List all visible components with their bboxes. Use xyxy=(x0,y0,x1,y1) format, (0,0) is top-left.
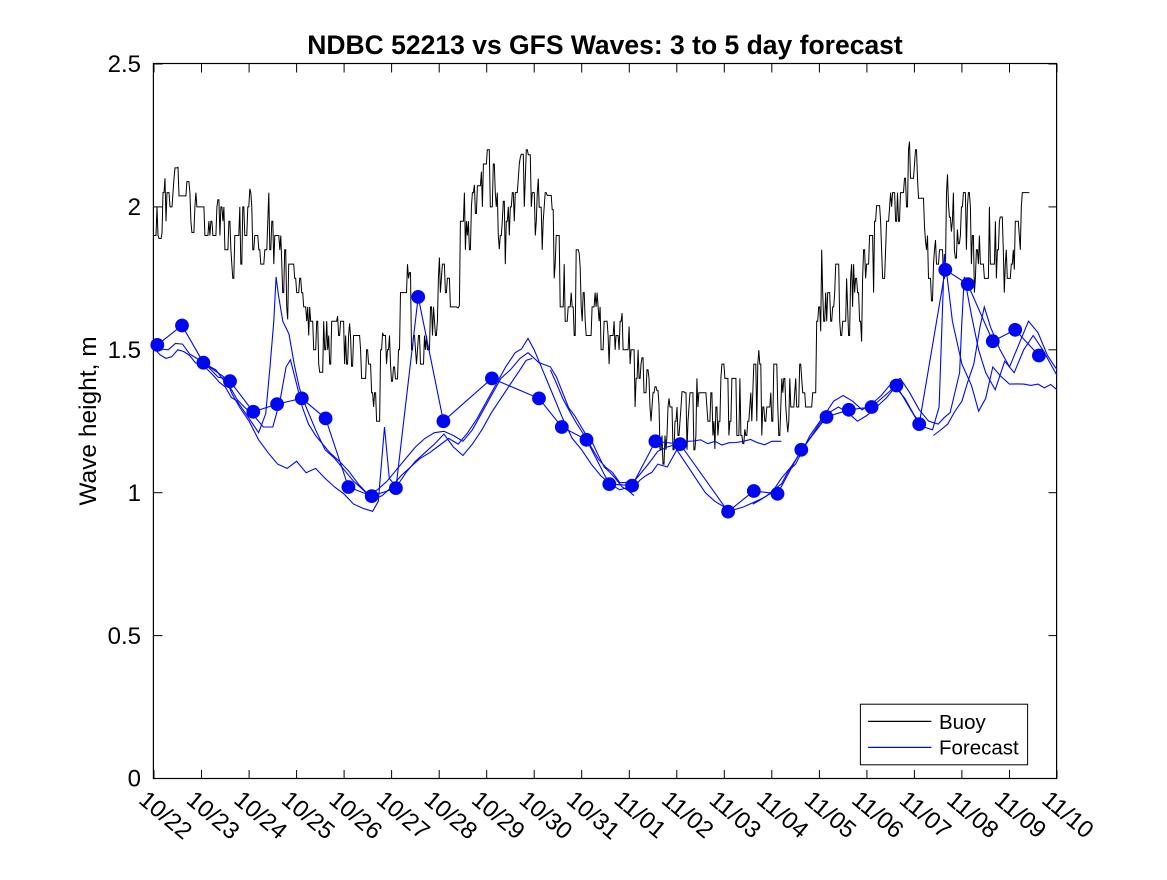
svg-text:1: 1 xyxy=(128,480,141,507)
svg-text:2: 2 xyxy=(128,194,141,221)
svg-text:Buoy: Buoy xyxy=(939,711,986,734)
svg-text:NDBC 52213 vs GFS Waves: 3 to: NDBC 52213 vs GFS Waves: 3 to 5 day fore… xyxy=(307,30,903,60)
svg-text:Forecast: Forecast xyxy=(939,736,1019,759)
svg-text:1.5: 1.5 xyxy=(108,337,141,364)
svg-text:2.5: 2.5 xyxy=(108,51,141,78)
svg-text:0.5: 0.5 xyxy=(108,623,141,650)
svg-text:0: 0 xyxy=(128,766,141,793)
svg-text:Wave height, m: Wave height, m xyxy=(75,336,102,505)
